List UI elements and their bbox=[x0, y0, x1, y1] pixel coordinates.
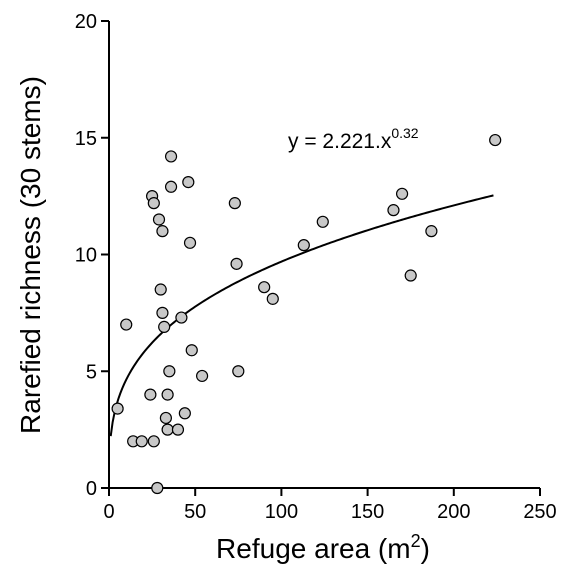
fit-curve bbox=[109, 194, 494, 437]
data-point bbox=[316, 215, 329, 228]
data-point bbox=[158, 320, 171, 333]
data-point bbox=[147, 435, 160, 448]
data-point bbox=[144, 388, 157, 401]
axes bbox=[108, 21, 540, 489]
data-point bbox=[404, 269, 417, 282]
y-tick-label: 20 bbox=[75, 11, 97, 33]
data-point bbox=[258, 281, 271, 294]
y-tick-label: 0 bbox=[86, 478, 97, 500]
y-ticks: 0 5 10 15 20 bbox=[75, 11, 109, 500]
data-point bbox=[171, 423, 185, 436]
data-point bbox=[156, 306, 169, 319]
x-ticks: 0 50 100 150 200 250 bbox=[103, 488, 557, 523]
data-point bbox=[151, 481, 164, 495]
data-point bbox=[489, 133, 502, 147]
data-point bbox=[195, 369, 209, 383]
data-point bbox=[175, 311, 188, 324]
data-point bbox=[147, 197, 160, 210]
data-point bbox=[159, 411, 172, 425]
data-point bbox=[154, 283, 167, 296]
data-point bbox=[387, 204, 400, 217]
data-point bbox=[182, 176, 195, 189]
data-point bbox=[228, 197, 241, 210]
data-point bbox=[120, 318, 133, 331]
x-tick-label: 0 bbox=[103, 501, 114, 523]
data-point bbox=[232, 365, 245, 378]
data-point bbox=[164, 180, 178, 193]
x-tick-label: 50 bbox=[184, 501, 206, 523]
data-points bbox=[111, 133, 502, 495]
data-point bbox=[395, 187, 409, 200]
data-point bbox=[111, 402, 124, 415]
x-tick-label: 150 bbox=[351, 501, 384, 523]
y-tick-label: 15 bbox=[75, 128, 97, 150]
data-point bbox=[152, 213, 166, 226]
data-point bbox=[161, 423, 174, 436]
data-point bbox=[185, 344, 198, 357]
x-tick-label: 100 bbox=[265, 501, 298, 523]
data-point bbox=[163, 365, 176, 378]
data-point bbox=[164, 150, 178, 163]
y-tick-label: 5 bbox=[86, 361, 97, 383]
data-point bbox=[266, 292, 279, 305]
data-point bbox=[135, 435, 148, 448]
data-point bbox=[425, 225, 438, 238]
y-axis-title: Rarefied richness (30 stems) bbox=[15, 76, 46, 434]
data-point bbox=[161, 388, 174, 401]
data-point bbox=[156, 225, 169, 238]
x-tick-label: 200 bbox=[437, 501, 470, 523]
data-point bbox=[230, 257, 243, 270]
x-axis-title: Refuge area (m2) bbox=[216, 531, 430, 564]
y-tick-label: 10 bbox=[75, 245, 97, 267]
x-tick-label: 250 bbox=[523, 501, 556, 523]
data-point bbox=[183, 236, 197, 249]
fit-equation: y = 2.221.x0.32 bbox=[288, 125, 419, 153]
data-point bbox=[178, 407, 191, 420]
data-point bbox=[297, 239, 310, 252]
